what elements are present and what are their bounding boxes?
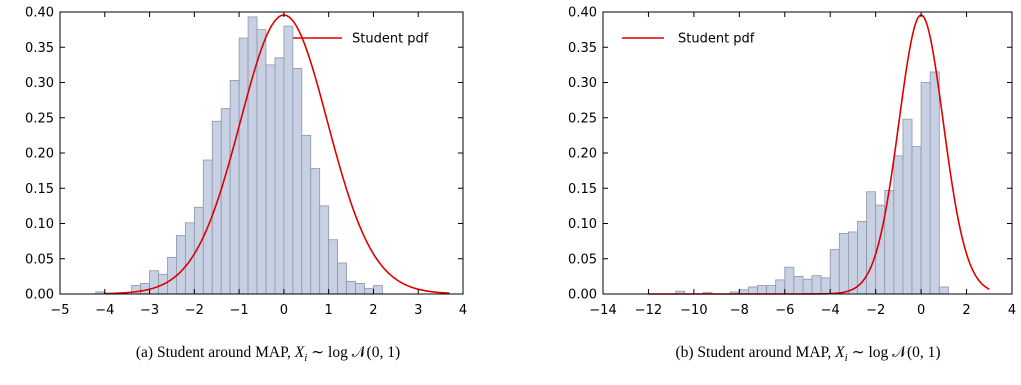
histogram-bar [149,270,159,295]
axes-frame [602,11,1013,295]
histogram-bar [838,232,849,295]
y-tick-label: 0.25 [25,111,54,126]
x-tick-label: 2 [369,303,377,318]
histogram-bar [929,71,940,295]
histogram-bar [265,64,276,295]
histogram-bar [355,283,365,295]
histogram-bar [292,68,303,295]
x-tick-label: −6 [775,303,794,318]
histogram-bar [802,278,813,295]
histogram-bar [301,134,312,295]
subplot-caption: (b) Student around MAP, Xi ∼ log 𝒩(0, 1) [675,344,940,364]
x-tick-label: 2 [962,303,970,318]
y-tick-label: 0.30 [568,76,597,91]
legend: Student pdf [293,32,429,47]
x-tick-label: 3 [414,303,422,318]
histogram-bar [848,231,858,295]
histogram-bar [748,286,758,295]
y-tick-label: 0.40 [568,6,597,21]
x-tick-label: −4 [821,303,840,318]
y-tick-label: 0.35 [25,41,54,56]
histogram-bar [229,79,240,295]
histogram-bar [247,16,258,295]
x-tick-label: −4 [95,303,114,318]
histogram-bar [310,168,321,295]
y-tick-label: 0.40 [25,6,54,21]
x-tick-label: −2 [866,303,885,318]
histogram-bar [938,286,949,295]
x-tick-label: −8 [730,303,749,318]
histogram-bar [766,285,777,295]
x-tick-label: −14 [589,303,616,318]
y-tick-label: 0.05 [25,252,54,267]
histogram-bar [757,285,767,295]
x-tick-label: 1 [325,303,333,318]
histogram-bar [893,155,904,295]
x-tick-label: −12 [635,303,662,318]
y-tick-label: 0.15 [25,182,54,197]
histogram-bar [167,256,177,295]
histogram-bar [140,283,150,295]
histogram-bar [184,222,195,295]
student-pdf-curve [104,14,450,295]
y-tick-label: 0.00 [568,288,597,303]
histogram-bar [211,120,222,295]
x-tick-label: −1 [230,303,249,318]
histogram-bar [238,37,249,295]
y-tick-label: 0.20 [568,147,597,162]
x-tick-label: 4 [1008,303,1016,318]
x-tick-label: −3 [140,303,159,318]
histogram-bar [328,239,339,295]
y-tick-label: 0.20 [25,147,54,162]
y-tick-label: 0.05 [568,252,597,267]
x-tick-label: 0 [280,303,288,318]
histogram-bar [283,25,294,295]
legend: Student pdf [622,32,755,47]
histogram-bar [820,277,831,295]
y-tick-label: 0.00 [25,288,54,303]
y-tick-label: 0.15 [568,182,597,197]
x-tick-label: −10 [680,303,707,318]
legend-label: Student pdf [678,32,755,47]
histogram-bar [866,191,877,295]
x-tick-label: −2 [185,303,204,318]
histogram-bar [220,108,231,295]
histogram-bar [829,249,840,295]
y-tick-label: 0.10 [568,217,597,232]
histogram-bar [775,279,786,295]
legend-label: Student pdf [352,32,429,47]
subplot-caption: (a) Student around MAP, Xi ∼ log 𝒩(0, 1) [136,344,400,364]
x-tick-label: 0 [917,303,925,318]
histogram-bar [911,146,922,295]
histogram-bar [364,287,374,295]
y-tick-label: 0.35 [568,41,597,56]
histogram-bar [337,262,347,295]
histogram-bar [346,280,356,295]
histogram-bar [274,57,285,295]
y-tick-label: 0.10 [25,217,54,232]
histogram-bar [784,266,795,295]
histogram-bar [920,82,931,295]
chart-a: −5 −4 −3 −2 −1 0 1 2 3 4 0.00 0.05 0.10 0.15 0.20 0.25 0… [25,6,467,365]
x-tick-label: 4 [459,303,467,318]
histogram-bar [793,275,804,295]
chart-b: −14 −12 −10 −8 −6 −4 −2 0 2 4 0.00 0.05 0.10 0.15 0.20… [568,6,1016,365]
y-tick-label: 0.30 [25,76,54,91]
histogram-bar [319,205,330,295]
histogram-bar [256,29,267,295]
y-tick-label: 0.25 [568,111,597,126]
histogram-bar [176,235,186,295]
histogram-bar [902,118,913,295]
x-tick-label: −5 [50,303,69,318]
histogram-bar [373,285,383,295]
histogram-bar [811,275,822,295]
